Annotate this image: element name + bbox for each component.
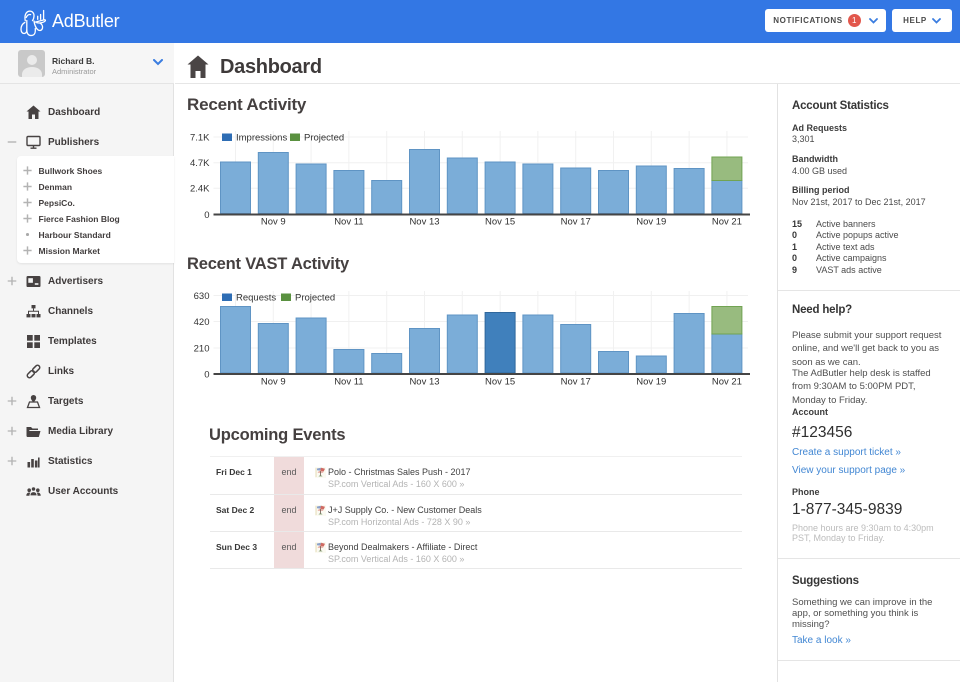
svg-text:4.7K: 4.7K xyxy=(190,158,210,169)
svg-text:Nov 11: Nov 11 xyxy=(334,217,363,228)
svg-text:Nov 13: Nov 13 xyxy=(409,377,439,388)
svg-text:630: 630 xyxy=(194,291,210,302)
svg-text:Nov 19: Nov 19 xyxy=(636,217,666,228)
svg-text:420: 420 xyxy=(194,317,210,328)
svg-text:0: 0 xyxy=(204,210,209,221)
svg-text:Requests: Requests xyxy=(236,293,276,304)
svg-text:0: 0 xyxy=(204,369,209,380)
svg-text:Nov 15: Nov 15 xyxy=(485,217,515,228)
svg-text:Nov 21: Nov 21 xyxy=(712,377,742,388)
svg-text:Nov 21: Nov 21 xyxy=(712,217,742,228)
svg-text:Nov 9: Nov 9 xyxy=(261,377,286,388)
svg-text:Projected: Projected xyxy=(295,293,335,304)
svg-text:7.1K: 7.1K xyxy=(190,132,210,143)
svg-text:210: 210 xyxy=(194,343,210,354)
svg-text:Projected: Projected xyxy=(304,133,344,144)
svg-text:Nov 19: Nov 19 xyxy=(636,377,666,388)
svg-text:Nov 17: Nov 17 xyxy=(561,377,591,388)
svg-text:Nov 17: Nov 17 xyxy=(561,217,591,228)
svg-text:Impressions: Impressions xyxy=(236,133,287,144)
svg-text:Nov 11: Nov 11 xyxy=(334,377,363,388)
svg-text:Nov 15: Nov 15 xyxy=(485,377,515,388)
svg-text:Nov 13: Nov 13 xyxy=(409,217,439,228)
svg-text:2.4K: 2.4K xyxy=(190,184,210,195)
svg-text:Nov 9: Nov 9 xyxy=(261,217,286,228)
